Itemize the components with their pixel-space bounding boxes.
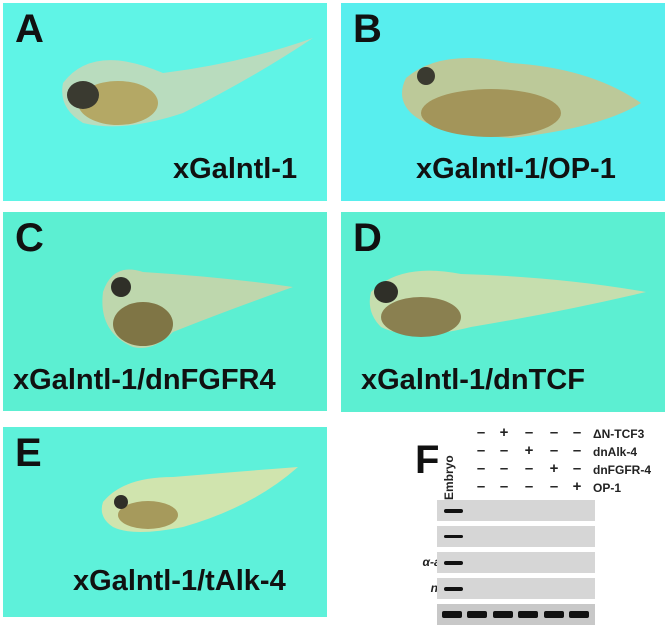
condition-sign: – bbox=[549, 442, 559, 459]
panel-letter: E bbox=[15, 431, 42, 475]
gel-lane-ncam bbox=[437, 578, 595, 599]
embryo-image bbox=[101, 467, 298, 532]
panel-letter: D bbox=[353, 216, 382, 260]
panel-letter: F bbox=[415, 438, 440, 482]
condition-sign: – bbox=[524, 460, 534, 477]
condition-sign: – bbox=[549, 424, 559, 441]
panel-caption: xGalntl-1/OP-1 bbox=[416, 153, 616, 185]
condition-sign: + bbox=[572, 478, 582, 495]
condition-sign: – bbox=[524, 424, 534, 441]
panel-caption: xGalntl-1/dnTCF bbox=[361, 364, 585, 396]
gel-lane-actin bbox=[437, 552, 595, 573]
gel-lane-otx2 bbox=[437, 526, 595, 547]
condition-sign: – bbox=[499, 478, 509, 495]
condition-sign: – bbox=[572, 460, 582, 477]
panel-letter: A bbox=[15, 7, 44, 51]
condition-label: OP-1 bbox=[593, 481, 622, 495]
panel-e: E xGalntl-1/tAlk-4 bbox=[3, 427, 327, 617]
condition-label: dnFGFR-4 bbox=[593, 463, 651, 477]
condition-sign: – bbox=[524, 478, 534, 495]
condition-sign: – bbox=[476, 460, 486, 477]
panel-a: A xGalntl-1 bbox=[3, 3, 327, 201]
condition-sign: – bbox=[572, 424, 582, 441]
panel-letter: C bbox=[15, 216, 44, 260]
embryo-image bbox=[62, 38, 313, 127]
panel-caption: xGalntl-1 bbox=[173, 153, 298, 185]
embryo-image bbox=[102, 269, 293, 348]
embryo-image bbox=[369, 270, 646, 337]
condition-label: dnAlk-4 bbox=[593, 445, 638, 459]
panel-c: C xGalntl-1/dnFGFR4 bbox=[3, 212, 327, 411]
condition-label: ΔN-TCF3 bbox=[593, 427, 645, 441]
gel-lane-xag bbox=[437, 500, 595, 521]
gel-lane-odc bbox=[437, 604, 595, 625]
condition-sign: + bbox=[549, 460, 559, 477]
condition-sign: – bbox=[572, 442, 582, 459]
condition-sign: – bbox=[499, 442, 509, 459]
condition-sign: – bbox=[476, 442, 486, 459]
condition-sign: – bbox=[499, 460, 509, 477]
panel-b: B xGalntl-1/OP-1 bbox=[341, 3, 665, 201]
condition-sign: + bbox=[499, 424, 509, 441]
embryo-image bbox=[402, 58, 641, 138]
panel-d: D xGalntl-1/dnTCF bbox=[341, 212, 665, 412]
lane-label-embryo: Embryo bbox=[442, 455, 456, 500]
condition-sign: + bbox=[524, 442, 534, 459]
panel-caption: xGalntl-1/dnFGFR4 bbox=[13, 364, 276, 396]
panel-letter: B bbox=[353, 7, 382, 51]
condition-sign: – bbox=[476, 424, 486, 441]
condition-sign: – bbox=[476, 478, 486, 495]
condition-sign: – bbox=[549, 478, 559, 495]
panel-caption: xGalntl-1/tAlk-4 bbox=[73, 565, 286, 597]
